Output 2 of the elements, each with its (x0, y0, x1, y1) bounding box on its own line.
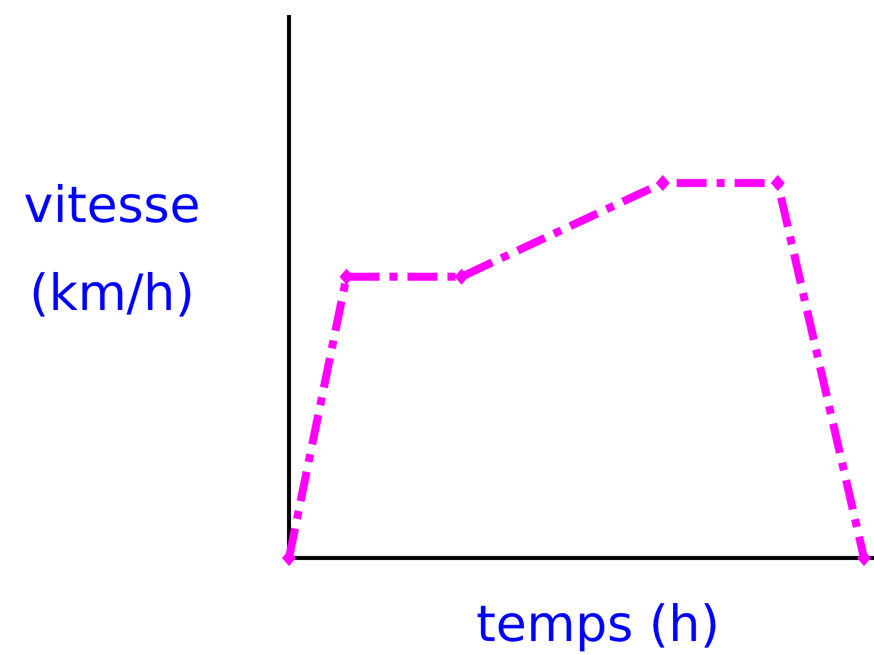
x-axis-title: temps (h) (476, 595, 720, 653)
y-axis-title: vitesse (km/h) (24, 176, 200, 322)
